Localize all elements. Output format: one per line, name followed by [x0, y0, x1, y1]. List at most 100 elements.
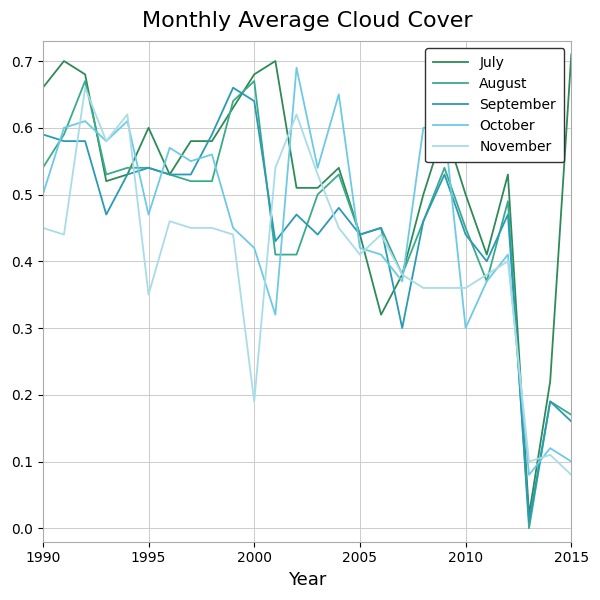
- August: [420, 218, 427, 225]
- September: [166, 171, 173, 178]
- July: [61, 58, 68, 65]
- August: [82, 77, 89, 85]
- September: [526, 518, 533, 525]
- July: [145, 124, 152, 131]
- September: [377, 224, 385, 232]
- September: [39, 131, 46, 138]
- August: [293, 251, 300, 258]
- October: [377, 251, 385, 258]
- Line: September: September: [43, 88, 571, 521]
- November: [187, 224, 194, 232]
- September: [398, 325, 406, 332]
- August: [398, 271, 406, 278]
- October: [82, 118, 89, 125]
- July: [441, 124, 448, 131]
- November: [441, 284, 448, 292]
- July: [208, 137, 215, 145]
- July: [124, 171, 131, 178]
- November: [420, 284, 427, 292]
- September: [483, 257, 490, 265]
- October: [314, 164, 321, 172]
- September: [335, 204, 343, 211]
- September: [547, 398, 554, 405]
- October: [229, 224, 236, 232]
- November: [314, 171, 321, 178]
- November: [377, 231, 385, 238]
- August: [483, 278, 490, 285]
- September: [208, 131, 215, 138]
- October: [272, 311, 279, 318]
- October: [420, 124, 427, 131]
- August: [547, 398, 554, 405]
- October: [398, 278, 406, 285]
- September: [314, 231, 321, 238]
- September: [124, 171, 131, 178]
- November: [166, 218, 173, 225]
- July: [420, 191, 427, 198]
- November: [39, 224, 46, 232]
- July: [547, 378, 554, 385]
- Title: Monthly Average Cloud Cover: Monthly Average Cloud Cover: [142, 11, 472, 31]
- November: [547, 451, 554, 458]
- August: [61, 131, 68, 138]
- August: [505, 197, 512, 205]
- August: [251, 77, 258, 85]
- Line: July: July: [43, 55, 571, 515]
- October: [462, 325, 469, 332]
- September: [251, 97, 258, 104]
- November: [124, 111, 131, 118]
- July: [526, 511, 533, 518]
- November: [462, 284, 469, 292]
- November: [272, 164, 279, 172]
- September: [103, 211, 110, 218]
- October: [505, 251, 512, 258]
- September: [145, 164, 152, 172]
- November: [398, 271, 406, 278]
- August: [39, 164, 46, 172]
- Line: August: August: [43, 81, 571, 528]
- August: [441, 164, 448, 172]
- October: [124, 118, 131, 125]
- November: [82, 84, 89, 91]
- Line: October: October: [43, 68, 571, 475]
- November: [208, 224, 215, 232]
- August: [166, 171, 173, 178]
- August: [187, 178, 194, 185]
- July: [187, 137, 194, 145]
- August: [526, 524, 533, 532]
- October: [293, 64, 300, 71]
- October: [526, 471, 533, 478]
- July: [103, 178, 110, 185]
- November: [568, 471, 575, 478]
- November: [356, 251, 364, 258]
- August: [462, 224, 469, 232]
- July: [462, 191, 469, 198]
- July: [505, 171, 512, 178]
- September: [568, 418, 575, 425]
- November: [483, 271, 490, 278]
- September: [441, 171, 448, 178]
- October: [145, 211, 152, 218]
- July: [272, 58, 279, 65]
- Legend: July, August, September, October, November: July, August, September, October, Novemb…: [425, 48, 565, 163]
- September: [61, 137, 68, 145]
- August: [314, 191, 321, 198]
- July: [377, 311, 385, 318]
- October: [208, 151, 215, 158]
- November: [61, 231, 68, 238]
- August: [229, 97, 236, 104]
- July: [229, 104, 236, 112]
- September: [82, 137, 89, 145]
- July: [483, 251, 490, 258]
- September: [505, 211, 512, 218]
- July: [335, 164, 343, 172]
- October: [483, 278, 490, 285]
- September: [420, 218, 427, 225]
- November: [526, 458, 533, 465]
- July: [568, 51, 575, 58]
- October: [61, 124, 68, 131]
- August: [272, 251, 279, 258]
- July: [314, 184, 321, 191]
- November: [229, 231, 236, 238]
- September: [293, 211, 300, 218]
